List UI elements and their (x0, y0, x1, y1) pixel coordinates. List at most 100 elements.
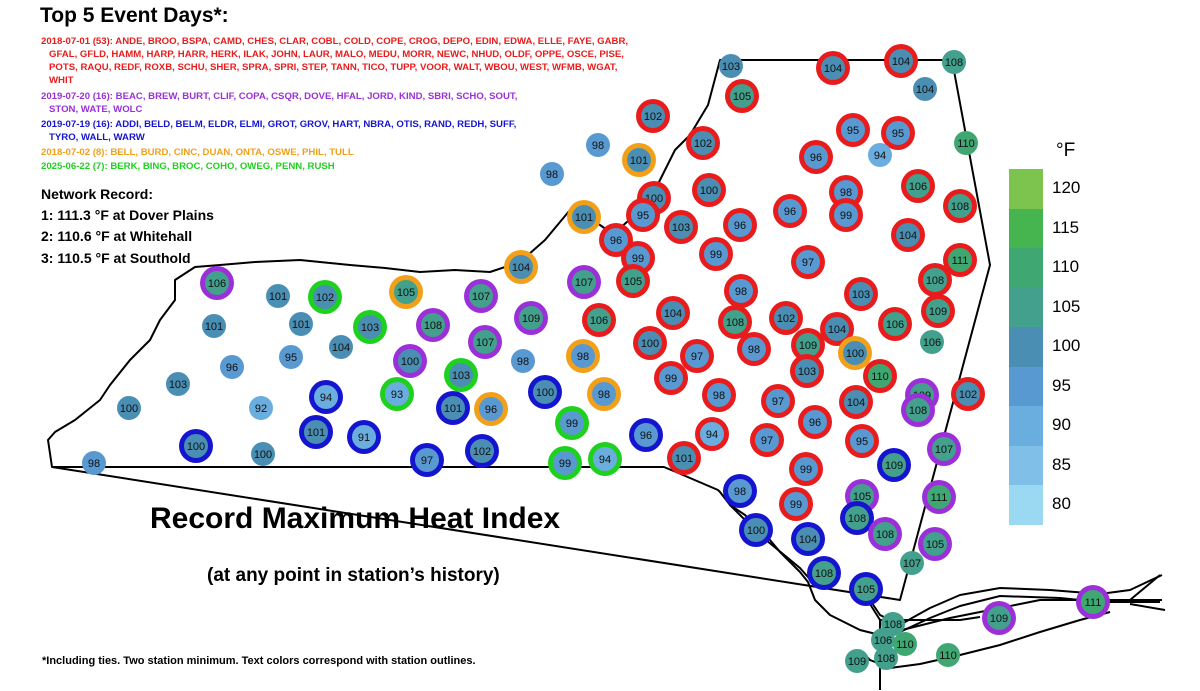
station-marker: 102 (308, 280, 342, 314)
station-marker: 101 (266, 284, 290, 308)
station-marker: 106 (901, 169, 935, 203)
station-fill (593, 447, 617, 471)
station-value: 106 (923, 337, 941, 349)
station-marker: 98 (511, 349, 535, 373)
station-fill (685, 344, 709, 368)
station-value: 105 (397, 287, 415, 299)
event-day-line: 2018-07-02 (8): BELL, BURD, CINC, DUAN, … (41, 147, 354, 158)
station-fill (571, 344, 595, 368)
station-value: 96 (610, 235, 622, 247)
station-marker: 95 (836, 113, 870, 147)
station-marker: 101 (289, 312, 313, 336)
station-value: 104 (512, 262, 530, 274)
station-value: 97 (802, 257, 814, 269)
station-fill (906, 174, 930, 198)
station-value: 104 (332, 342, 350, 354)
station-marker: 95 (626, 198, 660, 232)
station-fill (936, 643, 960, 667)
colorbar-bin (1009, 169, 1043, 210)
station-marker: 109 (982, 601, 1016, 635)
station-value: 104 (828, 324, 846, 336)
station-value: 104 (799, 534, 817, 546)
station-fill (821, 56, 845, 80)
event-day-1: 2018-07-01 (53): ANDE, BROO, BSPA, CAMD,… (41, 35, 628, 87)
station-marker: 107 (927, 432, 961, 466)
station-value: 98 (735, 286, 747, 298)
station-value: 95 (847, 125, 859, 137)
station-fill (987, 606, 1011, 630)
station-value: 104 (892, 56, 910, 68)
station-fill (906, 398, 930, 422)
station-value: 109 (990, 613, 1008, 625)
station-fill (627, 148, 651, 172)
station-marker: 103 (790, 354, 824, 388)
station-marker: 98 (586, 133, 610, 157)
station-value: 101 (269, 291, 287, 303)
station-fill (849, 282, 873, 306)
station-marker: 97 (761, 384, 795, 418)
station-marker: 95 (279, 345, 303, 369)
station-fill (82, 451, 106, 475)
station-value: 103 (169, 379, 187, 391)
station-marker: 104 (656, 296, 690, 330)
station-value: 111 (931, 492, 948, 504)
station-fill (697, 178, 721, 202)
station-fill (470, 439, 494, 463)
colorbar-label: 90 (1052, 415, 1071, 434)
station-value: 105 (853, 491, 871, 503)
colorbar-bin (1009, 366, 1043, 407)
station-value: 99 (559, 458, 571, 470)
station-marker: 106 (878, 307, 912, 341)
station-marker: 96 (474, 392, 508, 426)
station-value: 99 (566, 418, 578, 430)
station-value: 106 (886, 319, 904, 331)
station-marker: 104 (504, 250, 538, 284)
station-value: 111 (1085, 597, 1102, 609)
station-value: 98 (748, 344, 760, 356)
station-fill (932, 437, 956, 461)
station-marker: 108 (943, 189, 977, 223)
station-value: 108 (926, 275, 944, 287)
record-second: 2: 110.6 °F at Whitehall (41, 228, 193, 244)
station-fill (631, 203, 655, 227)
station-fill (669, 215, 693, 239)
colorbar-label: 105 (1052, 296, 1081, 316)
station-value: 103 (852, 289, 870, 301)
station-marker: 97 (680, 339, 714, 373)
station-value: 102 (644, 111, 662, 123)
station-fill (796, 527, 820, 551)
station-value: 98 (88, 458, 100, 470)
station-value: 101 (575, 212, 593, 224)
station-value: 98 (734, 486, 746, 498)
station-marker: 104 (839, 385, 873, 419)
station-marker: 94 (695, 417, 729, 451)
station-fill (729, 279, 753, 303)
station-value: 98 (598, 389, 610, 401)
station-marker: 103 (664, 210, 698, 244)
station-fill (473, 330, 497, 354)
station-value: 106 (590, 315, 608, 327)
station-fill (920, 330, 944, 354)
station-fill (634, 423, 658, 447)
station-marker: 106 (871, 628, 895, 652)
station-fill (874, 646, 898, 670)
station-marker: 98 (723, 474, 757, 508)
station-marker: 100 (528, 375, 562, 409)
station-fill (873, 522, 897, 546)
station-fill (926, 299, 950, 323)
event-day-line: GFAL, GFLD, HAMM, HARP, HARR, HERK, ILAK… (49, 49, 624, 60)
station-value: 108 (945, 57, 963, 69)
station-value: 103 (722, 61, 740, 73)
station-marker: 99 (654, 361, 688, 395)
station-marker: 110 (936, 643, 960, 667)
station-value: 108 (876, 529, 894, 541)
station-marker: 109 (845, 649, 869, 673)
station-value: 98 (840, 187, 852, 199)
station-fill (394, 280, 418, 304)
station-value: 107 (935, 444, 953, 456)
station-marker: 110 (863, 359, 897, 393)
station-marker: 95 (845, 424, 879, 458)
station-marker: 104 (329, 335, 353, 359)
station-value: 103 (672, 222, 690, 234)
station-marker: 98 (724, 274, 758, 308)
